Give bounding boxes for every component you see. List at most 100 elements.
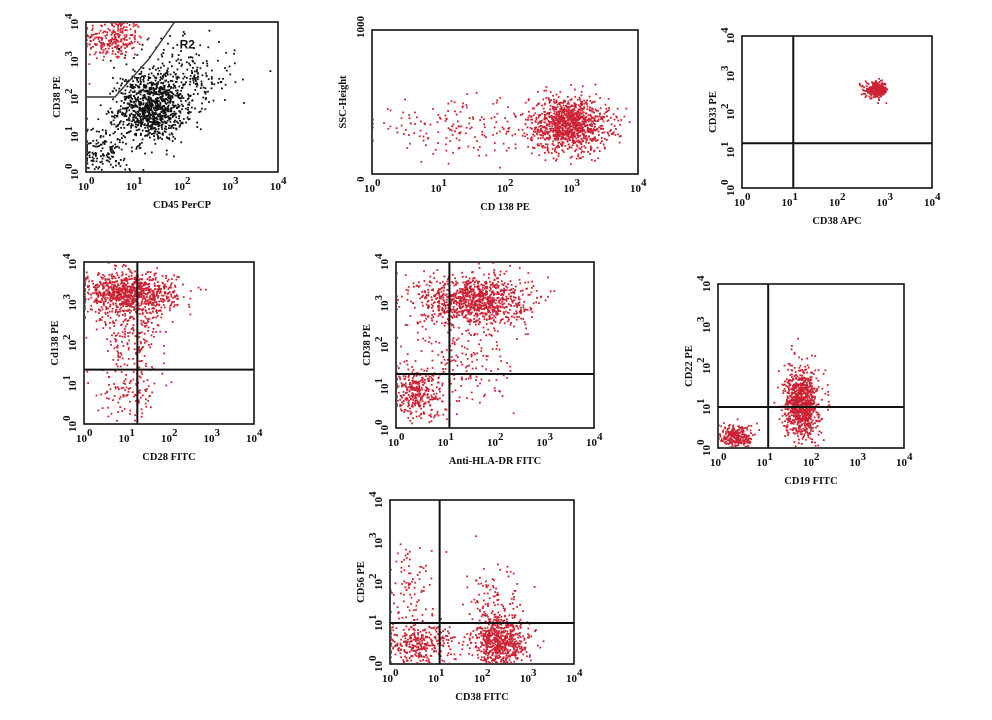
event-dot <box>224 67 226 69</box>
event-dot <box>114 160 117 163</box>
event-dot <box>150 128 153 130</box>
event-dot <box>478 154 480 157</box>
event-dot <box>576 145 579 148</box>
event-dot <box>92 127 94 130</box>
event-dot <box>129 315 132 318</box>
event-dot <box>581 101 583 103</box>
event-dot <box>145 104 148 107</box>
event-dot <box>572 121 575 124</box>
event-dot <box>502 142 505 145</box>
event-dot <box>132 306 135 309</box>
event-dot <box>132 328 135 331</box>
event-dot <box>126 296 128 298</box>
event-dot <box>95 300 98 303</box>
event-dot <box>104 47 107 50</box>
event-dot <box>110 274 113 277</box>
event-dot <box>147 123 149 126</box>
event-dot <box>184 100 187 102</box>
y-tick-label: 10 <box>725 185 737 197</box>
event-dot <box>128 119 131 121</box>
event-dot <box>137 392 140 394</box>
event-dot <box>567 134 570 136</box>
event-dot <box>565 135 568 137</box>
event-dot <box>187 103 189 106</box>
event-dot <box>139 349 142 351</box>
event-dot <box>570 133 573 136</box>
event-dot <box>106 311 109 314</box>
event-dot <box>117 306 119 309</box>
event-dot <box>156 105 159 108</box>
event-dot <box>871 81 873 84</box>
event-dot <box>861 88 864 91</box>
event-dot <box>180 103 183 106</box>
event-dot <box>481 130 484 133</box>
event-dot <box>496 311 499 314</box>
event-dot <box>199 110 202 113</box>
event-dot <box>431 319 433 322</box>
scatter-panel-p5: 100 101 102 103 104100101102103104Anti-HLA-D… <box>362 253 603 467</box>
event-dot <box>451 125 454 128</box>
event-dot <box>466 291 469 294</box>
event-dot <box>140 70 143 73</box>
event-dot <box>96 157 98 160</box>
event-dot <box>573 109 576 112</box>
event-dot <box>588 124 591 126</box>
event-dot <box>575 148 578 151</box>
event-dot <box>861 84 864 87</box>
event-dot <box>875 81 878 83</box>
event-dot <box>472 118 475 120</box>
event-dot <box>409 315 412 317</box>
event-dot <box>491 303 493 305</box>
event-dot <box>124 300 126 303</box>
event-dot <box>572 116 574 118</box>
event-dot <box>172 93 175 95</box>
event-dot <box>571 141 574 144</box>
event-dot <box>116 138 119 141</box>
event-dot <box>85 297 86 299</box>
event-dot <box>117 40 120 43</box>
event-dot <box>872 83 875 86</box>
event-dot <box>464 294 467 297</box>
event-dot <box>147 287 149 289</box>
event-dot <box>438 313 441 315</box>
event-dot <box>592 108 594 111</box>
event-dot <box>87 146 88 149</box>
event-dot <box>548 137 551 140</box>
event-dot <box>543 138 546 141</box>
event-dot <box>117 284 120 287</box>
event-dot <box>115 264 117 267</box>
event-dot <box>137 128 140 131</box>
event-dot <box>123 363 126 366</box>
event-dot <box>148 317 151 320</box>
event-dot <box>418 135 421 138</box>
event-dot <box>168 89 171 91</box>
event-dot <box>172 101 175 103</box>
event-dot <box>484 126 486 129</box>
event-dot <box>582 140 585 142</box>
event-dot <box>114 311 117 314</box>
event-dot <box>565 110 568 113</box>
event-dot <box>112 98 114 101</box>
event-dot <box>95 297 98 300</box>
event-dot <box>129 294 132 296</box>
event-dot <box>152 87 155 89</box>
event-dot <box>590 149 592 151</box>
event-dot <box>115 38 118 41</box>
event-dot <box>149 300 152 303</box>
event-dot <box>147 37 150 40</box>
event-dot <box>532 285 535 287</box>
event-dot <box>149 395 151 397</box>
event-dot <box>193 75 195 78</box>
event-dot <box>587 127 590 130</box>
event-dot <box>599 125 602 127</box>
event-dot <box>104 323 107 325</box>
event-dot <box>499 305 502 307</box>
event-dot <box>96 299 99 302</box>
event-dot <box>110 123 113 126</box>
event-dot <box>85 278 87 281</box>
event-dot <box>607 119 610 122</box>
event-dot <box>134 419 136 422</box>
event-dot <box>877 102 879 104</box>
event-dot <box>157 91 160 93</box>
event-dot <box>102 295 105 297</box>
